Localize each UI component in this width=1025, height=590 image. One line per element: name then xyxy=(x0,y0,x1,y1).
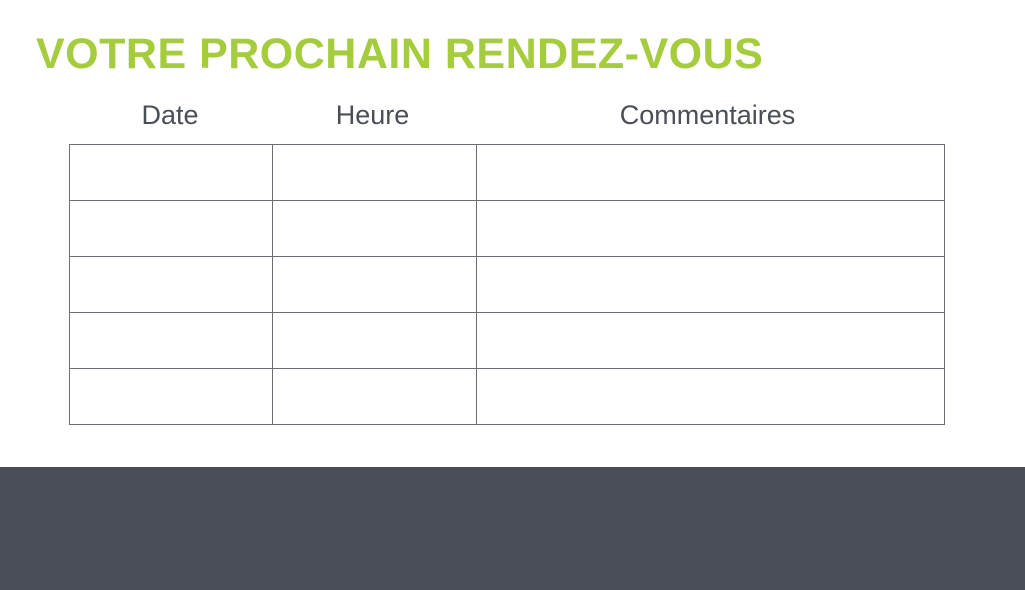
cell-commentaires[interactable] xyxy=(476,200,945,257)
cell-commentaires[interactable] xyxy=(476,312,945,369)
cell-date[interactable] xyxy=(69,312,273,369)
footer-band xyxy=(0,467,1025,590)
cell-heure[interactable] xyxy=(272,312,477,369)
column-header-date: Date xyxy=(141,100,199,130)
cell-commentaires[interactable] xyxy=(476,144,945,201)
page-title: VOTRE PROCHAIN RENDEZ-VOUS xyxy=(36,30,764,78)
cell-heure[interactable] xyxy=(272,200,477,257)
cell-heure[interactable] xyxy=(272,368,477,425)
cell-heure[interactable] xyxy=(272,144,477,201)
table-row xyxy=(69,200,945,257)
column-header-heure: Heure xyxy=(335,100,410,130)
table-row xyxy=(69,312,945,369)
table-row xyxy=(69,144,945,201)
cell-heure[interactable] xyxy=(272,256,477,313)
table-row xyxy=(69,256,945,313)
table-row xyxy=(69,368,945,425)
cell-commentaires[interactable] xyxy=(476,368,945,425)
cell-commentaires[interactable] xyxy=(476,256,945,313)
cell-date[interactable] xyxy=(69,368,273,425)
cell-date[interactable] xyxy=(69,200,273,257)
column-header-commentaires: Commentaires xyxy=(619,100,796,130)
cell-date[interactable] xyxy=(69,256,273,313)
cell-date[interactable] xyxy=(69,144,273,201)
appointment-table xyxy=(69,144,945,425)
